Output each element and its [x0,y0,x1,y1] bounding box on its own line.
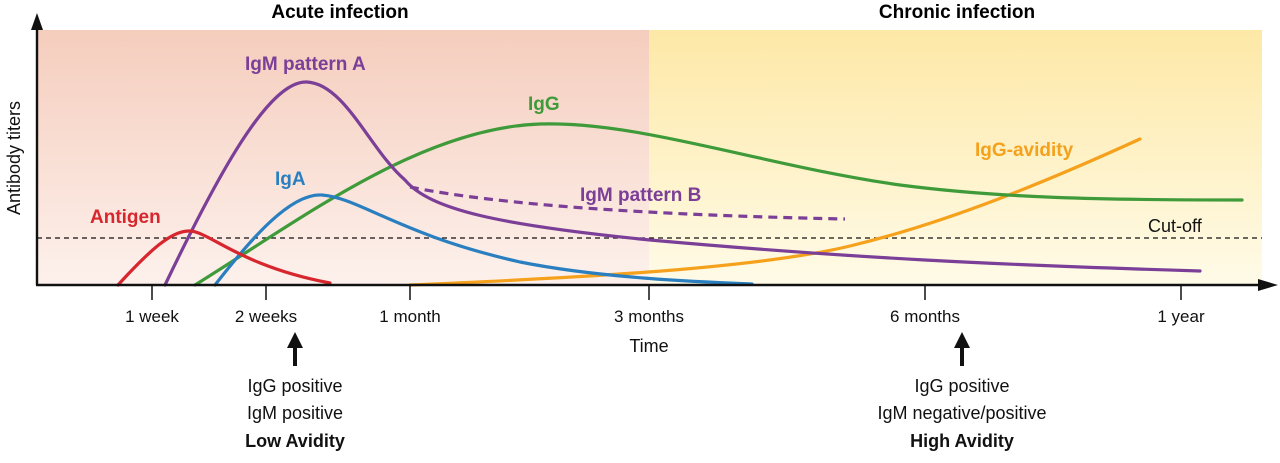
chronic-infection-title: Chronic infection [879,2,1035,23]
y-axis-label: Antibody titers [4,101,24,215]
igm-pattern-b-curve [409,185,846,221]
x-ticks [151,285,1182,300]
igg-label: IgG [528,94,560,115]
igm-pattern-a-label: IgM pattern A [245,54,366,75]
tick-label: 6 months [890,307,960,326]
tick-label: 1 month [379,307,440,326]
up-arrow-icon [954,332,970,366]
igg-curve [193,122,1244,287]
igg-avidity-curve [408,137,1142,287]
acute-infection-title: Acute infection [271,2,408,23]
x-axis-arrow-icon [1258,279,1278,291]
up-arrow-icon [287,332,303,366]
tick-label: 1 week [125,307,179,326]
late-note-line3: High Avidity [910,431,1014,451]
tick-label: 3 months [614,307,684,326]
iga-curve [213,193,754,287]
cutoff-label: Cut-off [1148,216,1203,236]
igm-pattern-b-label: IgM pattern B [580,185,701,206]
tick-label: 1 year [1157,307,1205,326]
acute-phase-region [37,30,649,285]
antigen-curve [116,229,332,287]
early-note-line3: Low Avidity [245,431,345,451]
iga-label: IgA [275,169,306,190]
tick-label: 2 weeks [235,307,297,326]
antigen-label: Antigen [90,207,161,228]
igm-pattern-a-curve [163,80,1202,287]
x-axis-label: Time [629,336,668,356]
igg-avidity-label: IgG-avidity [975,140,1074,161]
y-axis-arrow-icon [31,13,43,30]
late-note-line2: IgM negative/positive [877,403,1046,423]
early-note-line1: IgG positive [247,376,342,396]
late-note-line1: IgG positive [914,376,1009,396]
early-note-line2: IgM positive [247,403,343,423]
